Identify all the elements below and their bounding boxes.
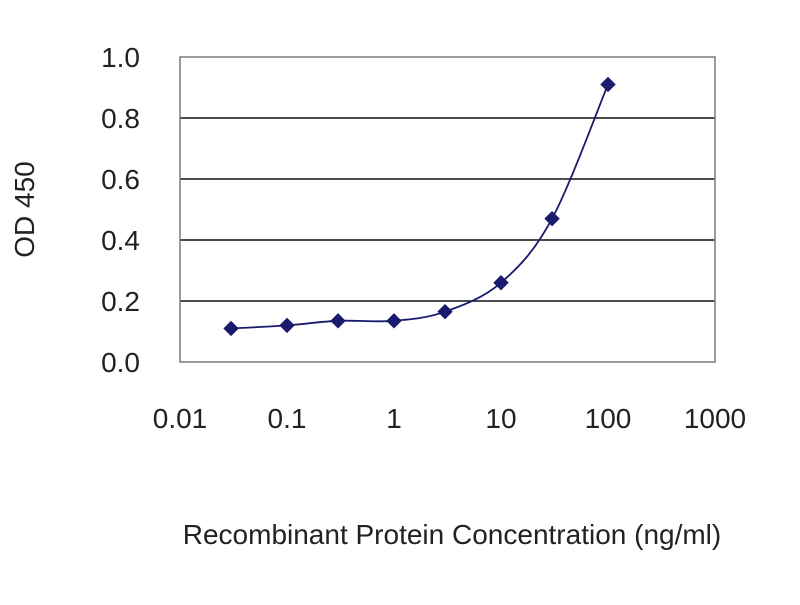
- y-tick-label: 0.0: [101, 347, 140, 378]
- data-point: [493, 274, 509, 291]
- data-point: [386, 313, 402, 329]
- y-tick-label: 0.6: [101, 164, 140, 195]
- grid-layer: [180, 117, 715, 302]
- data-point: [330, 313, 346, 329]
- x-tick-label: 10: [485, 403, 516, 434]
- series-layer: [223, 76, 616, 337]
- x-tick-label: 1: [386, 403, 402, 434]
- plot-area-frame: [179, 56, 716, 363]
- y-tick-label: 0.4: [101, 225, 140, 256]
- series-line: [231, 84, 609, 330]
- data-point: [544, 210, 560, 227]
- y-tick-labels: 0.0 0.2 0.4 0.6 0.8 1.0: [101, 42, 140, 378]
- x-tick-label: 1000: [684, 403, 746, 434]
- x-tick-label: 0.1: [268, 403, 307, 434]
- data-point: [279, 317, 295, 334]
- x-axis-title: Recombinant Protein Concentration (ng/ml…: [183, 519, 721, 550]
- x-tick-label: 0.01: [153, 403, 208, 434]
- y-tick-label: 0.8: [101, 103, 140, 134]
- y-tick-label: 1.0: [101, 42, 140, 73]
- x-tick-label: 100: [585, 403, 632, 434]
- data-point: [600, 76, 616, 93]
- x-tick-labels: 0.01 0.1 1 10 100 1000: [153, 403, 746, 434]
- y-tick-label: 0.2: [101, 286, 140, 317]
- data-point: [223, 320, 239, 337]
- data-point: [437, 303, 453, 320]
- y-axis-title: OD 450: [9, 161, 40, 258]
